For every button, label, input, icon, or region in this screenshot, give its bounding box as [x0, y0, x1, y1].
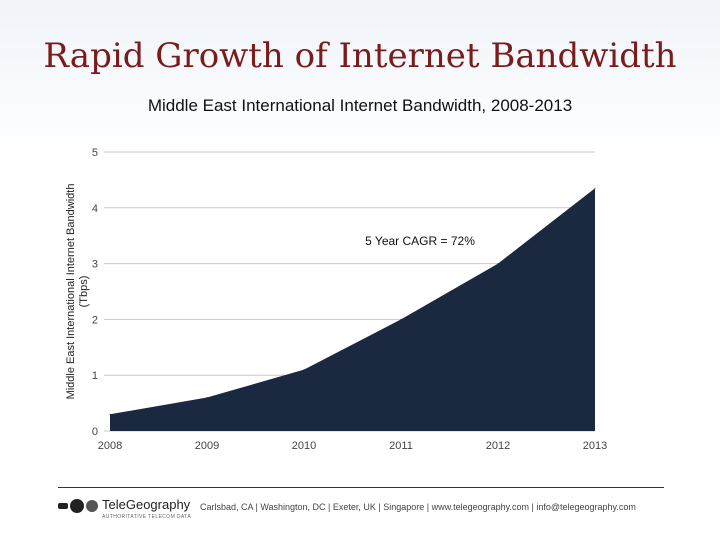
logo-tagline: AUTHORITATIVE TELECOM DATA — [102, 514, 192, 520]
telegeography-logo: TeleGeography AUTHORITATIVE TELECOM DATA — [58, 496, 192, 526]
y-tick-label: 4 — [92, 203, 98, 215]
x-tick-label: 2009 — [195, 440, 219, 452]
y-tick-label: 2 — [92, 314, 98, 326]
logo-text: TeleGeography — [102, 497, 191, 512]
y-tick-label: 3 — [92, 259, 98, 271]
logo-mark-icon — [58, 498, 98, 514]
cagr-annotation: 5 Year CAGR = 72% — [365, 234, 475, 248]
y-tick-label: 5 — [92, 147, 98, 159]
y-axis-label-line: (Tbps) — [78, 276, 90, 308]
data-point — [594, 187, 596, 189]
data-point — [400, 318, 402, 320]
slide-title: Rapid Growth of Internet Bandwidth — [43, 36, 677, 76]
y-axis-label: Middle East International Internet Bandw… — [65, 184, 90, 400]
data-point — [303, 369, 305, 371]
x-tick-label: 2010 — [292, 440, 316, 452]
footer-contact: Carlsbad, CA | Washington, DC | Exeter, … — [200, 502, 636, 512]
data-point — [109, 413, 111, 415]
chart-title: Middle East International Internet Bandw… — [147, 96, 573, 115]
x-tick-label: 2011 — [389, 440, 413, 452]
bandwidth-area-chart: 0 1 2 3 4 5 2008 2009 2010 2011 2012 2013 Middle Eas… — [65, 147, 607, 452]
footer-divider — [58, 487, 664, 488]
data-point — [206, 397, 208, 399]
y-tick-label: 1 — [92, 370, 98, 382]
y-axis-label-line: Middle East International Internet Bandw… — [65, 184, 77, 400]
y-tick-label: 0 — [92, 426, 98, 438]
bandwidth-area — [110, 188, 595, 431]
data-point — [497, 263, 499, 265]
x-tick-label: 2008 — [98, 440, 122, 452]
x-tick-label: 2013 — [583, 440, 607, 452]
x-tick-label: 2012 — [486, 440, 510, 452]
